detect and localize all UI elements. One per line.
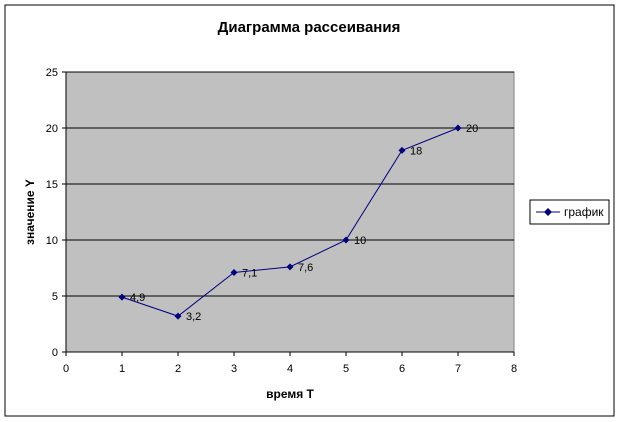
x-tick-label: 3 (231, 363, 237, 375)
x-tick-label: 5 (343, 363, 349, 375)
grid-lines (66, 71, 514, 297)
x-tick-label: 6 (399, 363, 405, 375)
y-tick-labels: 0 5 10 15 20 25 (46, 67, 58, 359)
legend: график (529, 199, 610, 225)
x-tick-labels: 0 1 2 3 4 5 6 7 8 (63, 363, 517, 375)
x-axis-label: время Т (266, 387, 314, 401)
data-label: 18 (410, 145, 422, 157)
data-point (342, 236, 350, 244)
legend-marker (544, 208, 552, 216)
data-label: 3,2 (186, 311, 201, 323)
data-point (118, 293, 126, 301)
data-point (230, 268, 238, 276)
x-tick-label: 7 (455, 363, 461, 375)
x-tick-label: 2 (175, 363, 181, 375)
data-point (174, 312, 182, 320)
data-label: 10 (354, 235, 366, 247)
y-tick-label: 25 (46, 67, 58, 79)
data-point (286, 263, 294, 271)
data-label: 20 (466, 123, 478, 135)
data-label: 7,6 (298, 262, 313, 274)
x-tick-label: 4 (287, 363, 293, 375)
x-tick-label: 1 (119, 363, 125, 375)
y-tick-label: 0 (52, 347, 58, 359)
axes (62, 71, 515, 356)
plot-area (65, 71, 515, 353)
series-group: 4,9 3,2 7,1 7,6 10 18 20 (118, 123, 478, 323)
data-label: 4,9 (130, 292, 145, 304)
data-label: 7,1 (242, 267, 257, 279)
x-tick-label: 8 (511, 363, 517, 375)
y-tick-label: 5 (52, 291, 58, 303)
x-tick-label: 0 (63, 363, 69, 375)
y-tick-label: 15 (46, 179, 58, 191)
chart-title: Диаграмма рассеивания (218, 19, 401, 36)
y-tick-label: 20 (46, 123, 58, 135)
y-axis-label: значение Y (23, 179, 37, 245)
legend-entry-label: график (564, 205, 604, 219)
data-point (398, 146, 406, 154)
y-tick-label: 10 (46, 235, 58, 247)
data-point (454, 124, 462, 132)
